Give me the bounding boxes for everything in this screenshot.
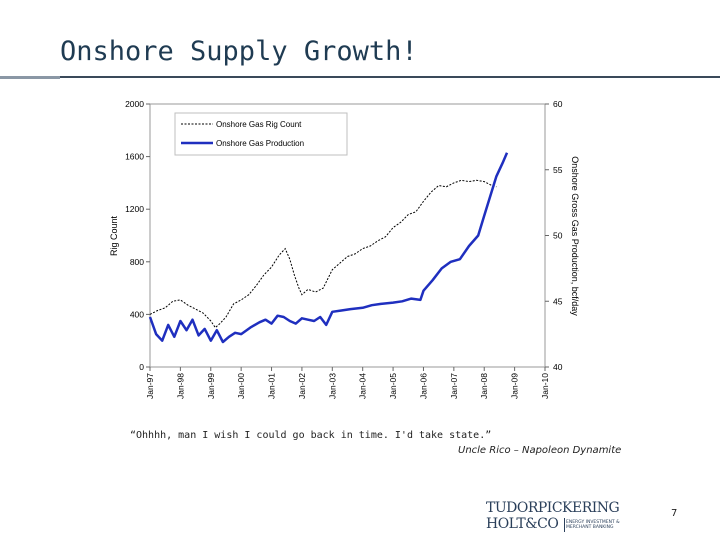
logo-line-1: TUDORPICKERING <box>486 500 620 516</box>
rig-count-series-line <box>149 179 497 329</box>
x-tick-label: Jan-98 <box>175 373 185 399</box>
title-underline <box>0 76 720 78</box>
x-tick-label: Jan-04 <box>358 373 368 399</box>
y-tick-label: 800 <box>130 257 144 267</box>
x-tick-label: Jan-02 <box>297 373 307 399</box>
x-tick-label: Jan-97 <box>145 373 155 399</box>
y-tick-label: 1600 <box>125 152 144 162</box>
dual-axis-line-chart: 0 400 800 1200 1600 2000 40 45 50 55 60 Jan-97 Jan… <box>109 99 580 399</box>
legend-rig-label: Onshore Gas Rig Count <box>216 120 302 129</box>
title-accent-bar <box>0 76 60 79</box>
y2-tick-label: 55 <box>553 165 563 175</box>
y2-axis-label: Onshore Gross Gas Production, bcf/day <box>570 156 580 316</box>
x-tick-label: Jan-99 <box>206 373 216 399</box>
y-tick-label: 2000 <box>125 99 144 109</box>
x-tick-label: Jan-07 <box>449 373 459 399</box>
logo-tagline: ENERGY INVESTMENT & MERCHANT BANKING <box>566 520 620 530</box>
x-tick-label: Jan-09 <box>510 373 520 399</box>
chart-container: 0 400 800 1200 1600 2000 40 45 50 55 60 Jan-97 Jan… <box>100 90 600 424</box>
y-tick-label: 1200 <box>125 204 144 214</box>
x-tick-label: Jan-01 <box>267 373 277 399</box>
gas-production-series-line <box>148 152 509 344</box>
y2-tick-label: 45 <box>553 296 563 306</box>
page-number: 7 <box>671 508 678 519</box>
y-axis-label: Rig Count <box>109 215 119 256</box>
x-tick-label: Jan-10 <box>540 373 550 399</box>
x-tick-label: Jan-08 <box>479 373 489 399</box>
logo-divider <box>564 518 565 532</box>
legend-box <box>174 112 348 156</box>
slide-quote: “Ohhhh, man I wish I could go back in ti… <box>130 430 492 441</box>
logo-line-2: HOLT&CO <box>486 516 559 532</box>
x-tick-label: Jan-00 <box>236 373 246 399</box>
company-logo: TUDORPICKERING HOLT&CO ENERGY INVESTMENT… <box>486 500 646 538</box>
y-tick-label: 0 <box>139 362 144 372</box>
legend-production-label: Onshore Gas Production <box>216 139 304 148</box>
x-tick-label: Jan-06 <box>418 373 428 399</box>
x-tick-label: Jan-05 <box>388 373 398 399</box>
y2-tick-label: 50 <box>553 231 563 241</box>
quote-attribution: Uncle Rico – Napoleon Dynamite <box>458 445 622 456</box>
y2-tick-label: 60 <box>553 99 563 109</box>
y2-tick-label: 40 <box>553 362 563 372</box>
y-tick-label: 400 <box>130 309 144 319</box>
x-tick-label: Jan-03 <box>327 373 337 399</box>
legend: Onshore Gas Rig Count Onshore Gas Produc… <box>174 112 348 156</box>
slide-title: Onshore Supply Growth! <box>60 36 418 67</box>
